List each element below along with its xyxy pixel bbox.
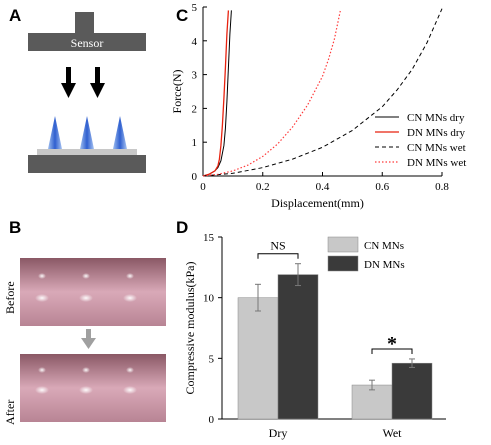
series-line: [202, 10, 230, 177]
y-tick-label: 5: [192, 2, 198, 14]
y-tick-label: 15: [203, 232, 215, 244]
bar: [391, 362, 433, 420]
legend-label: CN MNs wet: [407, 142, 466, 154]
significance-label: *: [387, 333, 397, 355]
y-tick-label: 3: [192, 70, 198, 82]
x-tick-label: Dry: [269, 426, 288, 440]
series-line: [202, 10, 341, 177]
significance-bracket: [371, 348, 413, 354]
y-axis-label: Compressive modulus(kPa): [183, 262, 197, 395]
y-tick-label: 1: [192, 137, 198, 149]
panel-a-letter: A: [9, 6, 22, 25]
x-tick-label: Wet: [382, 426, 402, 440]
bar: [277, 274, 319, 420]
legend-label: DN MNs dry: [407, 127, 466, 139]
legend-label: CN MNs: [364, 240, 404, 252]
y-tick-label: 0: [209, 414, 215, 426]
y-tick-label: 4: [192, 36, 198, 48]
y-tick-label: 0: [192, 171, 198, 183]
y-tick-label: 5: [209, 353, 215, 365]
legend-label: CN MNs dry: [407, 112, 465, 124]
legend-swatch: [327, 236, 359, 253]
y-tick-label: 2: [192, 103, 198, 115]
x-axis-label: Displacement(mm): [271, 196, 364, 210]
series-line: [202, 8, 443, 177]
x-tick-label: 0.8: [435, 181, 449, 193]
panel-b-letter: B: [9, 218, 22, 237]
x-tick-label: 0.2: [256, 181, 270, 193]
significance-label: NS: [270, 239, 285, 253]
legend-swatch: [327, 255, 359, 272]
x-tick-label: 0: [200, 181, 206, 193]
y-tick-label: 10: [203, 293, 215, 305]
x-tick-label: 0.4: [316, 181, 330, 193]
legend-label: DN MNs wet: [407, 157, 466, 169]
significance-bracket: [257, 253, 299, 259]
bar: [351, 384, 393, 420]
panel-d-letter: D: [176, 218, 189, 237]
y-axis-label: Force(N): [170, 70, 184, 114]
panel-c-letter: C: [176, 6, 189, 25]
x-tick-label: 0.6: [375, 181, 389, 193]
bar: [237, 297, 279, 420]
legend-label: DN MNs: [364, 259, 405, 271]
